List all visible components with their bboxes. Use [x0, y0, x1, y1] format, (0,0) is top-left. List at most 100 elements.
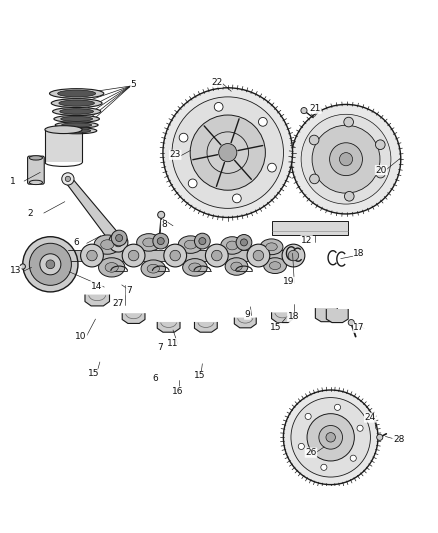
Text: 26: 26	[305, 448, 317, 457]
Text: 7: 7	[126, 286, 132, 295]
Circle shape	[114, 238, 123, 247]
Circle shape	[376, 168, 385, 178]
Circle shape	[298, 443, 304, 449]
Circle shape	[81, 244, 103, 267]
Circle shape	[312, 125, 380, 193]
Ellipse shape	[226, 241, 238, 250]
Ellipse shape	[54, 115, 99, 123]
FancyBboxPatch shape	[45, 130, 82, 163]
Ellipse shape	[231, 262, 242, 271]
Ellipse shape	[62, 123, 92, 127]
Text: 15: 15	[194, 372, 205, 381]
Ellipse shape	[29, 156, 42, 160]
Text: 9: 9	[244, 310, 251, 319]
Ellipse shape	[225, 258, 248, 275]
Circle shape	[319, 425, 343, 449]
FancyBboxPatch shape	[68, 251, 302, 261]
Ellipse shape	[105, 263, 118, 272]
Circle shape	[344, 191, 354, 201]
Circle shape	[205, 244, 228, 267]
Text: 6: 6	[74, 238, 80, 247]
Circle shape	[339, 152, 353, 166]
Text: 8: 8	[161, 220, 167, 229]
FancyBboxPatch shape	[28, 156, 44, 184]
Ellipse shape	[53, 108, 101, 115]
Polygon shape	[234, 318, 256, 328]
Ellipse shape	[94, 235, 120, 254]
Circle shape	[268, 163, 276, 172]
Ellipse shape	[60, 109, 93, 114]
Ellipse shape	[141, 260, 166, 278]
Ellipse shape	[269, 262, 281, 270]
Polygon shape	[63, 179, 126, 243]
Circle shape	[87, 251, 97, 261]
Circle shape	[62, 173, 74, 185]
Text: 1: 1	[10, 176, 16, 185]
Ellipse shape	[184, 240, 197, 249]
Text: 12: 12	[301, 236, 312, 245]
Text: 24: 24	[364, 413, 376, 422]
Text: 13: 13	[10, 266, 21, 276]
Circle shape	[23, 237, 78, 292]
Circle shape	[357, 425, 363, 431]
Circle shape	[111, 230, 127, 246]
Circle shape	[212, 251, 222, 261]
Circle shape	[310, 174, 319, 184]
Text: 18: 18	[353, 249, 365, 258]
Text: 22: 22	[211, 78, 223, 87]
Text: 2: 2	[28, 209, 33, 219]
Circle shape	[29, 243, 71, 285]
Polygon shape	[315, 308, 337, 322]
Circle shape	[326, 433, 336, 442]
Circle shape	[344, 117, 353, 127]
Circle shape	[377, 434, 383, 440]
Ellipse shape	[260, 239, 283, 255]
Circle shape	[40, 254, 61, 275]
Circle shape	[163, 88, 293, 217]
Circle shape	[375, 140, 385, 150]
Ellipse shape	[61, 116, 92, 122]
Text: 16: 16	[172, 387, 183, 396]
Circle shape	[330, 143, 363, 175]
Circle shape	[46, 260, 55, 269]
Circle shape	[291, 398, 371, 477]
Circle shape	[350, 455, 356, 461]
Circle shape	[282, 244, 305, 267]
Circle shape	[188, 179, 197, 188]
Ellipse shape	[221, 237, 244, 254]
Text: 7: 7	[157, 343, 163, 352]
Ellipse shape	[266, 243, 277, 251]
Circle shape	[194, 233, 210, 249]
Circle shape	[122, 244, 145, 267]
Circle shape	[236, 235, 252, 251]
Ellipse shape	[58, 90, 95, 97]
Text: 15: 15	[270, 324, 282, 332]
Circle shape	[153, 233, 169, 249]
Circle shape	[291, 104, 401, 214]
Polygon shape	[326, 309, 348, 322]
Circle shape	[301, 108, 307, 114]
Ellipse shape	[45, 126, 82, 134]
Ellipse shape	[55, 122, 98, 128]
Circle shape	[190, 115, 265, 190]
Text: 11: 11	[167, 338, 179, 348]
Text: 20: 20	[375, 166, 387, 175]
Ellipse shape	[189, 263, 201, 272]
Circle shape	[309, 135, 319, 145]
Bar	[272, 221, 348, 235]
Ellipse shape	[59, 100, 95, 106]
Circle shape	[179, 133, 188, 142]
Circle shape	[20, 264, 25, 269]
Circle shape	[219, 143, 237, 161]
Text: 27: 27	[113, 299, 124, 308]
Text: 17: 17	[353, 324, 365, 332]
Circle shape	[164, 244, 187, 267]
Text: 6: 6	[152, 374, 159, 383]
Ellipse shape	[183, 259, 207, 276]
Polygon shape	[122, 313, 145, 324]
Circle shape	[335, 404, 341, 410]
Text: 5: 5	[131, 80, 137, 89]
Circle shape	[288, 251, 299, 261]
Polygon shape	[272, 312, 293, 322]
Ellipse shape	[99, 258, 125, 277]
